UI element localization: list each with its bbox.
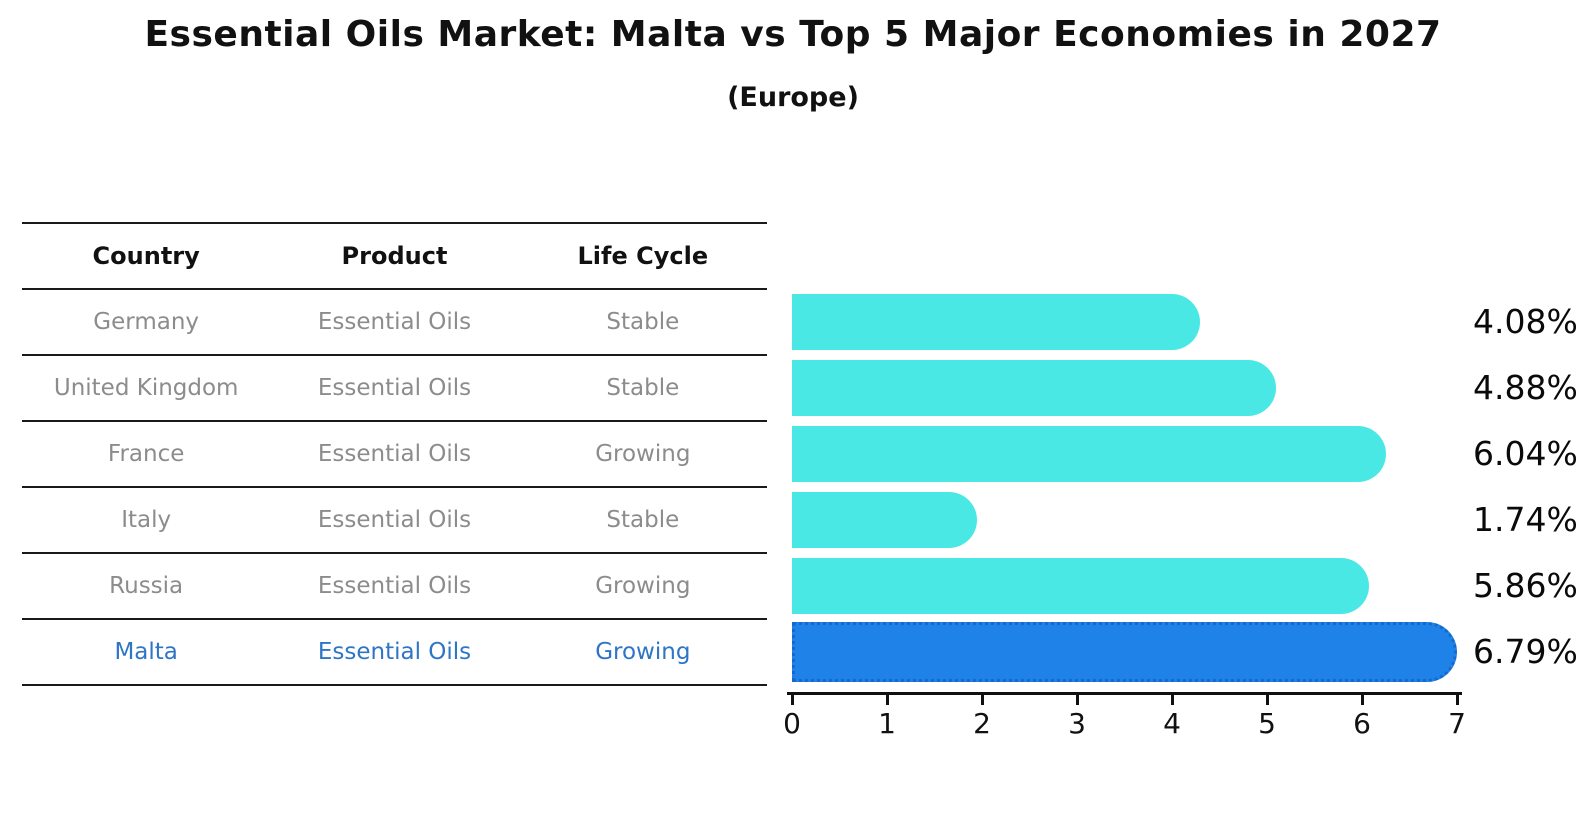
chart-subtitle: (Europe) — [727, 82, 859, 113]
value-label-germany: 4.08% — [1473, 302, 1578, 341]
country-cell: Italy — [121, 507, 172, 533]
product-cell: Essential Oils — [317, 441, 472, 467]
lifecycle-cell: Stable — [606, 309, 680, 335]
country-cell: Malta — [114, 639, 178, 665]
product-cell: Essential Oils — [317, 309, 472, 335]
table-row-united-kingdom: United Kingdom Essential Oils Stable — [22, 356, 767, 422]
value-label-italy: 1.74% — [1473, 500, 1578, 539]
product-cell: Essential Oils — [317, 639, 472, 665]
x-tick-2 — [980, 695, 984, 705]
x-tick-3 — [1075, 695, 1079, 705]
table-row-russia: Russia Essential Oils Growing — [22, 554, 767, 620]
chart-title: Essential Oils Market: Malta vs Top 5 Ma… — [144, 14, 1442, 55]
table-header-row: Country Product Life Cycle — [22, 224, 767, 290]
x-tick-6 — [1360, 695, 1364, 705]
product-cell: Essential Oils — [317, 573, 472, 599]
x-tick-1 — [885, 695, 889, 705]
value-label-russia: 5.86% — [1473, 566, 1578, 605]
country-table: Country Product Life Cycle Germany Essentia… — [22, 222, 767, 686]
x-tick-label-0: 0 — [783, 707, 801, 740]
x-tick-7 — [1455, 695, 1459, 705]
country-cell: United Kingdom — [53, 375, 239, 401]
bar-malta — [792, 622, 1457, 682]
value-label-france: 6.04% — [1473, 434, 1578, 473]
lifecycle-cell: Stable — [606, 507, 680, 533]
x-axis-line — [787, 692, 1462, 695]
bar-united-kingdom — [792, 360, 1276, 416]
x-tick-label-5: 5 — [1258, 707, 1276, 740]
lifecycle-cell: Growing — [595, 639, 691, 665]
country-cell: France — [107, 441, 185, 467]
bar-germany — [792, 294, 1200, 350]
table-body: Germany Essential Oils Stable United Kingdo… — [22, 290, 767, 686]
bar-italy — [792, 492, 977, 548]
table-row-france: France Essential Oils Growing — [22, 422, 767, 488]
x-tick-4 — [1170, 695, 1174, 705]
product-cell: Essential Oils — [317, 507, 472, 533]
table-row-malta: Malta Essential Oils Growing — [22, 620, 767, 686]
x-tick-0 — [790, 695, 794, 705]
x-tick-label-3: 3 — [1068, 707, 1086, 740]
x-tick-label-4: 4 — [1163, 707, 1181, 740]
column-header-product: Product — [341, 242, 448, 270]
lifecycle-cell: Stable — [606, 375, 680, 401]
x-tick-label-1: 1 — [878, 707, 896, 740]
bar-france — [792, 426, 1386, 482]
lifecycle-cell: Growing — [595, 441, 691, 467]
value-label-united-kingdom: 4.88% — [1473, 368, 1578, 407]
lifecycle-cell: Growing — [595, 573, 691, 599]
x-tick-label-6: 6 — [1353, 707, 1371, 740]
table-row-germany: Germany Essential Oils Stable — [22, 290, 767, 356]
column-header-country: Country — [92, 242, 200, 270]
value-label-malta: 6.79% — [1473, 632, 1578, 671]
country-cell: Germany — [93, 309, 200, 335]
x-tick-label-2: 2 — [973, 707, 991, 740]
column-header-life-cycle: Life Cycle — [577, 242, 709, 270]
x-tick-label-7: 7 — [1448, 707, 1466, 740]
x-tick-5 — [1265, 695, 1269, 705]
product-cell: Essential Oils — [317, 375, 472, 401]
table-row-italy: Italy Essential Oils Stable — [22, 488, 767, 554]
bar-russia — [792, 558, 1369, 614]
country-cell: Russia — [109, 573, 184, 599]
